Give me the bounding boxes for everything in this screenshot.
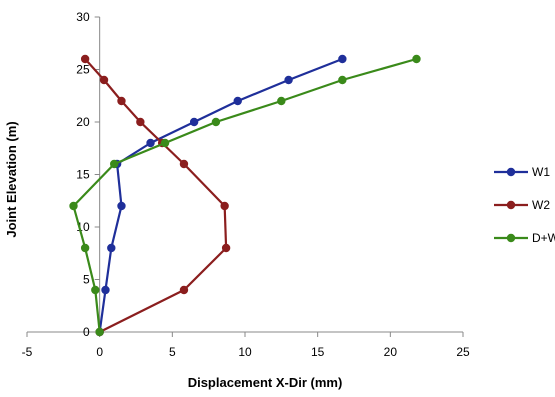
data-point-w2	[179, 285, 189, 295]
series-line-d-w	[72, 57, 417, 333]
series-line-w1	[98, 57, 343, 333]
y-tick-label: 0	[83, 325, 90, 339]
y-tick-label: 15	[76, 168, 90, 182]
x-axis-label: Displacement X-Dir (mm)	[188, 375, 343, 390]
data-point-w1	[117, 201, 126, 211]
x-tick-label: 5	[169, 345, 176, 359]
legend: W1 W2 D+W	[494, 165, 555, 245]
series-layer	[69, 54, 421, 337]
legend-label-w1: W1	[532, 165, 550, 179]
data-point-d-w	[110, 159, 119, 169]
data-point-d-w	[211, 117, 221, 127]
legend-label-w2: W2	[532, 198, 550, 212]
data-point-w1	[107, 243, 116, 253]
x-tick-label: 20	[384, 345, 398, 359]
data-point-d-w	[160, 138, 170, 148]
x-tick-label: 25	[456, 345, 470, 359]
data-point-d-w	[69, 201, 78, 211]
legend-swatch-marker-w1	[506, 167, 516, 177]
data-point-w2	[221, 243, 231, 253]
data-point-w2	[99, 75, 109, 85]
data-point-d-w	[80, 243, 90, 253]
x-tick-label: 0	[96, 345, 103, 359]
legend-swatch-marker-d-w	[506, 233, 516, 243]
data-point-d-w	[412, 54, 421, 64]
y-axis-label: Joint Elevation (m)	[4, 121, 19, 237]
x-tick-label: 10	[238, 345, 252, 359]
y-tick-label: 30	[76, 10, 90, 24]
data-point-w1	[146, 138, 155, 148]
x-tick-label: -5	[22, 345, 33, 359]
data-point-w1	[284, 75, 293, 85]
data-point-w1	[101, 285, 110, 295]
y-tick-label: 5	[83, 273, 90, 287]
data-point-w2	[117, 96, 126, 106]
data-point-w1	[338, 54, 347, 64]
data-point-w2	[179, 159, 189, 169]
y-tick-label: 25	[76, 63, 90, 77]
data-point-w2	[136, 117, 145, 127]
legend-label-d-w: D+W	[532, 231, 555, 245]
data-point-d-w	[338, 75, 347, 85]
data-point-d-w	[277, 96, 286, 106]
y-tick-label: 20	[76, 115, 90, 129]
data-point-d-w	[95, 327, 104, 337]
data-point-d-w	[91, 285, 100, 295]
x-tick-label: 15	[311, 345, 325, 359]
data-point-w2	[80, 54, 90, 64]
data-point-w2	[220, 201, 229, 211]
legend-swatch-marker-w2	[506, 200, 516, 210]
data-point-w1	[233, 96, 242, 106]
series-line-w2	[84, 58, 228, 333]
data-point-w1	[189, 117, 199, 127]
